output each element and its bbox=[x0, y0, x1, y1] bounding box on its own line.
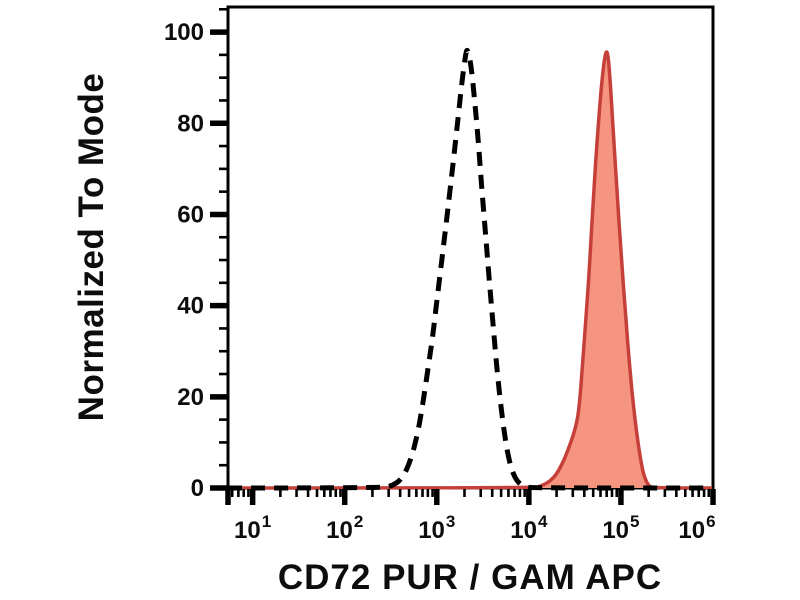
y-tick-label: 20 bbox=[177, 384, 204, 411]
x-tick-label: 101 bbox=[234, 512, 271, 544]
cd72-apc-filled-curve bbox=[227, 50, 713, 490]
x-tick-label: 105 bbox=[602, 512, 639, 544]
y-tick-label: 100 bbox=[164, 19, 204, 46]
axis-tick-labels: 0 20 40 60 80 100 101 102 103 104 105 106 bbox=[164, 19, 716, 544]
control-dashed-curve bbox=[227, 47, 713, 491]
x-tick-label: 103 bbox=[418, 512, 455, 544]
axis-ticks bbox=[210, 7, 716, 505]
x-axis-title: CD72 PUR / GAM APC bbox=[278, 558, 662, 597]
x-tick-label: 102 bbox=[326, 512, 363, 544]
y-tick-label: 40 bbox=[177, 293, 204, 320]
y-tick-label: 60 bbox=[177, 201, 204, 228]
y-axis-title: Normalized To Mode bbox=[72, 73, 111, 422]
series-layer bbox=[227, 47, 713, 491]
y-tick-label: 80 bbox=[177, 110, 204, 137]
plot-frame bbox=[226, 5, 715, 490]
x-tick-label: 106 bbox=[678, 512, 715, 544]
x-tick-label: 104 bbox=[510, 512, 548, 544]
y-tick-label: 0 bbox=[191, 475, 204, 502]
